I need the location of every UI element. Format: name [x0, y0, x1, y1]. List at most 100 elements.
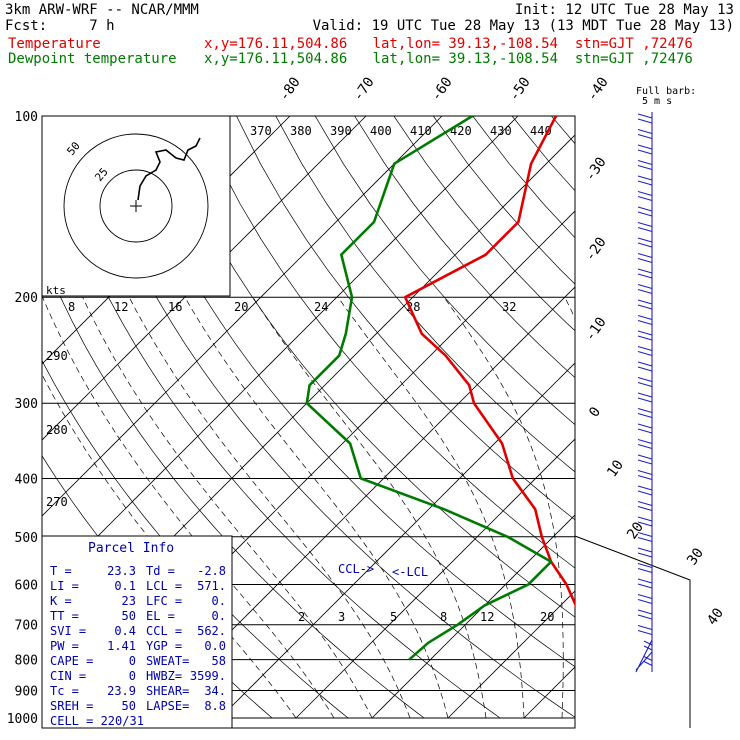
- mixing-ratio-label: 2: [298, 610, 305, 624]
- parcel-key: Td =: [146, 564, 175, 578]
- wind-barb: [637, 516, 653, 527]
- theta-e-label: 400: [370, 124, 392, 138]
- mixing-ratio-label: 24: [314, 300, 328, 314]
- wind-barb: [637, 547, 653, 558]
- isotherm-label: 40: [704, 605, 727, 628]
- isotherm-label: 20: [624, 519, 647, 542]
- parcel-key: PW =: [50, 639, 79, 653]
- parcel-value: 50: [122, 609, 136, 623]
- parcel-key: LFC =: [146, 594, 182, 608]
- parcel-key: CCL =: [146, 624, 182, 638]
- parcel-value: 0.: [212, 594, 226, 608]
- isotherm-label: -30: [582, 154, 610, 184]
- moist-adiabat-line: [564, 297, 575, 320]
- isotherm-line: [447, 590, 575, 719]
- mixing-ratio-label: 20: [234, 300, 248, 314]
- parcel-value: 3599.: [190, 669, 226, 683]
- wind-barb: [637, 624, 653, 636]
- parcel-value: 0.0: [204, 639, 226, 653]
- parcel-key: SWEAT=: [146, 654, 189, 668]
- dry-adiabat-line: [157, 116, 575, 618]
- temperature-location: x,y=176.11,504.86 lat,lon= 39.13,-108.54…: [204, 36, 693, 52]
- wind-barb: [637, 283, 653, 295]
- barb-legend-units: 5 m s: [642, 96, 672, 107]
- parcel-value: 1.41: [107, 639, 136, 653]
- theta-e-label: 390: [330, 124, 352, 138]
- mixing-ratio-label: 8: [68, 300, 75, 314]
- parcel-value: -2.8: [197, 564, 226, 578]
- pressure-tick-label: 1000: [7, 712, 38, 727]
- wind-barb: [637, 299, 653, 310]
- theta-e-label: 410: [410, 124, 432, 138]
- dry-adiabat-line: [42, 122, 501, 719]
- hodograph-units-label: kts: [46, 284, 66, 297]
- moist-adiabat-line: [184, 297, 449, 719]
- forecast-hour: Fcst: 7 h: [5, 18, 115, 34]
- isotherm-line: [219, 362, 575, 719]
- parcel-value: 0.: [212, 609, 226, 623]
- parcel-key: LI =: [50, 579, 79, 593]
- pressure-tick-label: 700: [15, 619, 38, 634]
- hodograph-trace: [137, 137, 201, 201]
- parcel-key: YGP =: [146, 639, 182, 653]
- wind-barb: [637, 438, 653, 450]
- wind-barb: [637, 345, 653, 357]
- diagram-edge: [574, 535, 691, 728]
- wind-barb: [637, 206, 653, 217]
- temperature-profile: [403, 116, 575, 609]
- isotherm-label: -70: [350, 74, 378, 104]
- parcel-value: 23.9: [107, 684, 136, 698]
- wind-barb: [637, 159, 653, 171]
- isotherm-label: -80: [276, 74, 304, 104]
- dry-adiabat-line: [275, 116, 575, 473]
- parcel-key: LAPSE=: [146, 699, 189, 713]
- parcel-key: HWBZ=: [146, 669, 182, 683]
- parcel-key: K =: [50, 594, 72, 608]
- mixing-ratio-label: 3: [338, 610, 345, 624]
- parcel-value: 0: [129, 654, 136, 668]
- hodograph-ring: [99, 169, 173, 243]
- model-title: 3km ARW-WRF -- NCAR/MMM: [5, 2, 199, 18]
- dry-adiabat-line: [354, 116, 575, 379]
- isotherm-line: [143, 286, 575, 719]
- dry-adiabat-line: [196, 116, 575, 569]
- parcel-value: 50: [122, 699, 136, 713]
- parcel-cell: CELL = 220/31: [50, 714, 144, 728]
- parcel-value: 0.1: [114, 579, 136, 593]
- parcel-value: 23: [122, 594, 136, 608]
- wind-barb: [637, 252, 653, 264]
- theta-label: 270: [46, 495, 68, 509]
- pressure-tick-label: 400: [15, 472, 38, 487]
- mixing-ratio-label: 16: [168, 300, 182, 314]
- parcel-key: SVI =: [50, 624, 86, 638]
- dewpoint-legend: Dewpoint temperature: [8, 51, 177, 67]
- wind-barb: [637, 454, 653, 465]
- wind-barb: [637, 376, 653, 388]
- wind-barb: [637, 268, 653, 279]
- isotherm-line: [42, 116, 443, 517]
- theta-label: 290: [46, 349, 68, 363]
- wind-barb: [637, 361, 653, 372]
- mixing-ratio-label: 5: [390, 610, 397, 624]
- isotherm-line: [295, 438, 575, 719]
- parcel-value: 571.: [197, 579, 226, 593]
- wind-barb: [637, 221, 653, 233]
- wind-barb: [637, 609, 653, 620]
- parcel-value: 8.8: [204, 699, 226, 713]
- moist-adiabat-line: [82, 297, 373, 719]
- pressure-tick-label: 200: [15, 291, 38, 306]
- isotherm-line: [42, 116, 519, 593]
- moist-adiabat-line: [443, 296, 564, 719]
- dry-adiabat-line: [472, 116, 575, 239]
- pressure-tick-label: 900: [15, 684, 38, 699]
- temperature-legend: Temperature: [8, 36, 101, 52]
- isotherm-label: -10: [582, 314, 610, 344]
- isotherm-label: 0: [586, 404, 604, 420]
- dry-adiabat-line: [709, 116, 740, 718]
- isotherm-label: -20: [582, 234, 610, 264]
- wind-barb: [643, 656, 653, 666]
- wind-barb: [637, 128, 653, 140]
- theta-e-label: 420: [450, 124, 472, 138]
- isotherm-line: [676, 116, 740, 718]
